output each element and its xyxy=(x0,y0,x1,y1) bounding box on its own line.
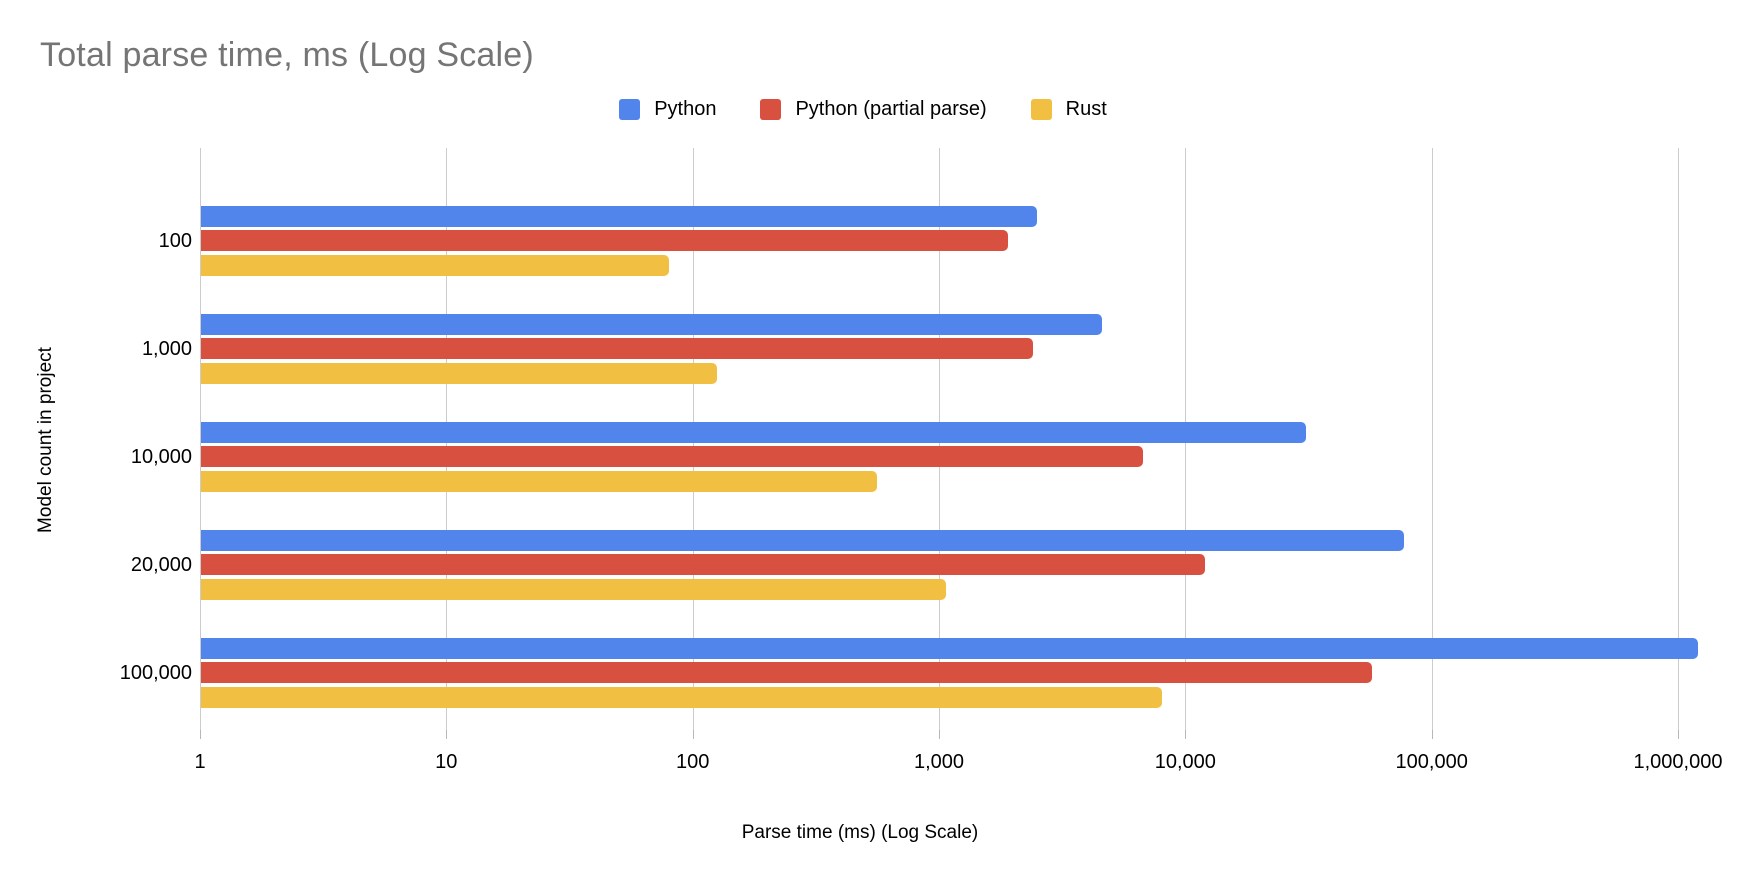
bar-rust xyxy=(201,686,1162,708)
y-axis-title: Model count in project xyxy=(35,347,56,533)
x-tick-label: 100 xyxy=(676,751,710,773)
x-axis-tick xyxy=(200,730,201,739)
bar-python xyxy=(201,205,1037,227)
legend-label: Rust xyxy=(1065,98,1107,120)
bar-python-partial-parse xyxy=(201,554,1205,576)
bar-rust xyxy=(201,578,947,600)
legend-label: Python xyxy=(654,98,717,120)
gridline xyxy=(1678,148,1679,730)
red-square-swatch xyxy=(760,99,782,120)
bar-python-partial-parse xyxy=(201,446,1143,468)
x-axis-tick xyxy=(1185,730,1187,739)
legend-item-python: Python xyxy=(619,98,716,121)
gridline xyxy=(200,148,201,730)
bar-rust xyxy=(201,254,669,276)
legend-item-python-partial-parse: Python (partial parse) xyxy=(760,98,987,121)
category-label: 100,000 xyxy=(119,661,192,684)
bar-python-partial-parse xyxy=(201,662,1372,684)
bar-rust xyxy=(201,470,877,492)
bar-python-partial-parse xyxy=(201,230,1008,251)
gridline xyxy=(1431,148,1433,730)
x-axis-tick xyxy=(692,730,694,739)
bar-python xyxy=(201,529,1404,551)
legend-label: Python (partial parse) xyxy=(795,98,987,120)
x-axis-tick xyxy=(1678,730,1679,739)
bar-rust xyxy=(201,362,717,384)
x-tick-label: 1,000 xyxy=(913,751,965,773)
yellow-square-swatch xyxy=(1030,99,1052,120)
x-axis-tick xyxy=(939,730,940,739)
x-axis-tick xyxy=(1431,730,1433,739)
category-label: 100 xyxy=(158,229,192,252)
legend-item-rust: Rust xyxy=(1030,98,1107,121)
x-axis-tick xyxy=(446,730,448,739)
category-label: 20,000 xyxy=(130,553,192,576)
x-tick-label: 1,000,000 xyxy=(1633,751,1723,773)
x-tick-label: 10,000 xyxy=(1154,751,1216,773)
category-label: 1,000 xyxy=(141,337,192,360)
bar-python-partial-parse xyxy=(201,338,1033,360)
bar-python xyxy=(201,313,1103,335)
bar-python xyxy=(201,421,1307,443)
chart-title: Total parse time, ms (Log Scale) xyxy=(40,36,534,74)
x-axis-title: Parse time (ms) (Log Scale) xyxy=(741,822,979,843)
category-label: 10,000 xyxy=(130,445,192,468)
blue-square-swatch xyxy=(619,99,641,120)
x-tick-label: 1 xyxy=(194,751,206,773)
bar-python xyxy=(201,637,1698,659)
legend: Python Python (partial parse) Rust xyxy=(0,98,1726,121)
x-tick-label: 100,000 xyxy=(1395,751,1468,773)
x-tick-label: 10 xyxy=(435,751,458,773)
